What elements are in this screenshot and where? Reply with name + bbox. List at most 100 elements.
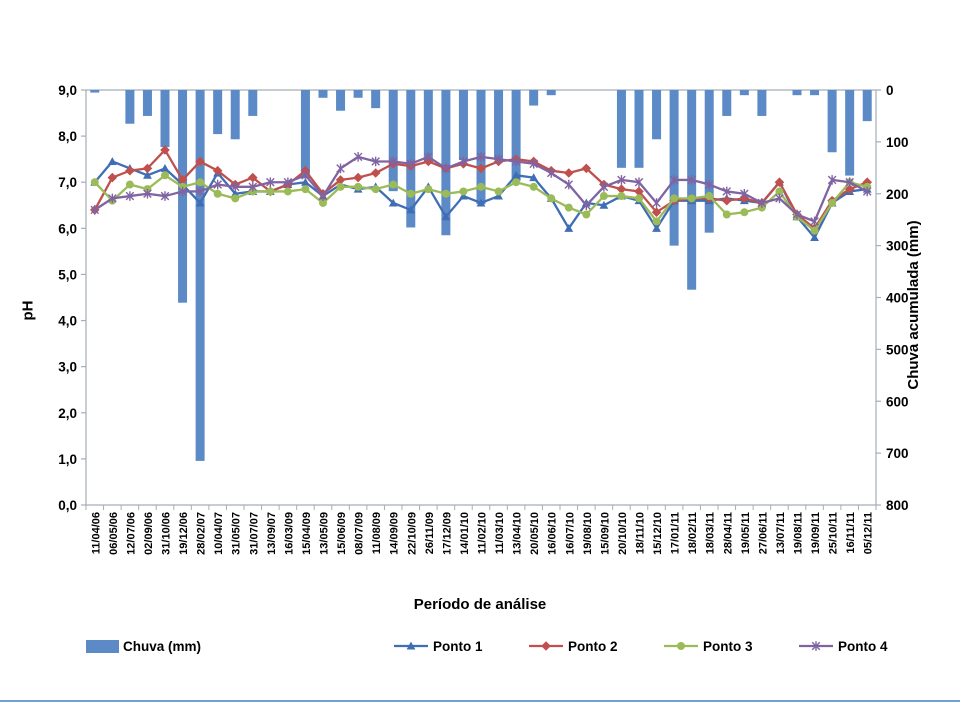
legend-label-ponto-4: Ponto 4 bbox=[838, 638, 888, 654]
svg-text:11/08/09: 11/08/09 bbox=[371, 512, 383, 554]
svg-text:10/04/07: 10/04/07 bbox=[213, 512, 225, 555]
bar-chuva bbox=[494, 90, 504, 161]
bar-chuva bbox=[546, 90, 556, 96]
svg-text:16/11/11: 16/11/11 bbox=[845, 512, 857, 554]
legend-label-ponto-3: Ponto 3 bbox=[703, 638, 753, 654]
bar-chuva bbox=[142, 90, 152, 116]
bar-chuva bbox=[845, 90, 855, 176]
legend-marker-circle-icon bbox=[664, 642, 698, 650]
svg-text:20/10/10: 20/10/10 bbox=[617, 512, 629, 555]
svg-text:15/04/09: 15/04/09 bbox=[301, 512, 313, 555]
svg-text:14/09/09: 14/09/09 bbox=[389, 512, 401, 555]
bar-chuva bbox=[757, 90, 767, 116]
legend-marker-triangle-icon bbox=[394, 641, 428, 650]
svg-text:11/03/10: 11/03/10 bbox=[494, 512, 506, 554]
svg-text:4,0: 4,0 bbox=[58, 314, 77, 329]
svg-text:16/07/10: 16/07/10 bbox=[564, 512, 576, 555]
svg-text:16/03/09: 16/03/09 bbox=[283, 512, 295, 555]
y-left-tick-labels: 0,0 1,0 2,0 3,0 4,0 5,0 6,0 7,0 8,0 9,0 bbox=[58, 83, 86, 513]
bar-chuva bbox=[300, 90, 310, 179]
bar-chuva bbox=[810, 90, 820, 96]
bar-chuva bbox=[90, 90, 100, 93]
bar-chuva bbox=[529, 90, 539, 106]
legend-item-ponto-3: Ponto 3 bbox=[663, 636, 753, 656]
chart-legend: Chuva (mm) Ponto 1 Ponto 2 Ponto 3 Ponto… bbox=[0, 636, 960, 660]
svg-text:02/09/06: 02/09/06 bbox=[143, 512, 155, 555]
x-axis-ticks bbox=[85, 505, 877, 510]
bar-chuva bbox=[476, 90, 486, 205]
svg-text:22/10/09: 22/10/09 bbox=[406, 512, 418, 555]
bar-chuva bbox=[248, 90, 258, 116]
svg-text:500: 500 bbox=[886, 342, 909, 357]
svg-text:700: 700 bbox=[886, 446, 909, 461]
svg-text:5,0: 5,0 bbox=[58, 267, 77, 282]
svg-text:14/01/10: 14/01/10 bbox=[459, 512, 471, 555]
legend-marker-asterisk-icon bbox=[799, 641, 833, 651]
ph-rain-combo-chart: 0,0 1,0 2,0 3,0 4,0 5,0 6,0 7,0 8,0 9,0 0 100 200 300… bbox=[58, 83, 909, 555]
svg-text:26/11/09: 26/11/09 bbox=[424, 512, 436, 554]
svg-text:28/02/07: 28/02/07 bbox=[196, 512, 208, 555]
legend-swatch-bar bbox=[86, 639, 119, 653]
svg-text:18/03/11: 18/03/11 bbox=[705, 512, 717, 554]
x-axis-title: Período de análise bbox=[413, 596, 547, 613]
bar-chuva bbox=[125, 90, 135, 124]
bar-chuva bbox=[687, 90, 697, 290]
x-axis-date-labels: 11/04/06 06/05/06 12/07/06 02/09/06 31/10/06… bbox=[90, 512, 874, 555]
svg-text:08/07/09: 08/07/09 bbox=[354, 512, 366, 555]
svg-text:12/07/06: 12/07/06 bbox=[125, 512, 137, 555]
bar-chuva bbox=[371, 90, 381, 109]
svg-text:11/04/06: 11/04/06 bbox=[90, 512, 102, 554]
svg-text:9,0: 9,0 bbox=[58, 83, 77, 98]
svg-text:13/09/07: 13/09/07 bbox=[266, 512, 278, 555]
right-axis-title-wrap: Chuva acumulada (mm) bbox=[905, 190, 945, 420]
svg-text:11/02/10: 11/02/10 bbox=[477, 512, 489, 554]
y-right-tick-labels: 0 100 200 300 400 500 600 700 800 bbox=[876, 83, 909, 513]
svg-text:19/09/11: 19/09/11 bbox=[810, 512, 822, 554]
svg-text:17/01/11: 17/01/11 bbox=[670, 512, 682, 554]
svg-text:20/05/10: 20/05/10 bbox=[529, 512, 541, 555]
svg-text:0,0: 0,0 bbox=[58, 498, 77, 513]
svg-text:25/10/11: 25/10/11 bbox=[828, 512, 840, 554]
svg-text:05/12/11: 05/12/11 bbox=[863, 512, 875, 554]
bar-chuva bbox=[423, 90, 433, 163]
svg-text:1,0: 1,0 bbox=[58, 452, 77, 467]
svg-text:15/12/10: 15/12/10 bbox=[652, 512, 664, 555]
svg-text:31/05/07: 31/05/07 bbox=[231, 512, 243, 555]
svg-text:200: 200 bbox=[886, 187, 909, 202]
svg-text:19/08/11: 19/08/11 bbox=[793, 512, 805, 554]
svg-text:300: 300 bbox=[886, 239, 909, 254]
svg-text:100: 100 bbox=[886, 135, 909, 150]
svg-text:18/02/11: 18/02/11 bbox=[687, 512, 699, 554]
legend-label-ponto-2: Ponto 2 bbox=[568, 638, 618, 654]
bar-chuva bbox=[388, 90, 398, 192]
bar-chuva bbox=[406, 90, 416, 228]
legend-marker-diamond-icon bbox=[529, 641, 563, 651]
svg-text:6,0: 6,0 bbox=[58, 221, 77, 236]
bar-chuva bbox=[178, 90, 188, 303]
svg-text:2,0: 2,0 bbox=[58, 406, 77, 421]
svg-text:19/05/11: 19/05/11 bbox=[740, 512, 752, 554]
svg-text:8,0: 8,0 bbox=[58, 129, 77, 144]
bar-chuva bbox=[353, 90, 363, 98]
bar-chuva bbox=[511, 90, 521, 181]
bar-chuva bbox=[616, 90, 626, 168]
bar-chuva bbox=[160, 90, 170, 148]
svg-text:19/08/10: 19/08/10 bbox=[582, 512, 594, 555]
svg-text:16/06/10: 16/06/10 bbox=[547, 512, 559, 555]
bar-chuva bbox=[458, 90, 468, 161]
svg-text:0: 0 bbox=[886, 83, 894, 98]
svg-text:15/06/09: 15/06/09 bbox=[336, 512, 348, 555]
svg-text:28/04/11: 28/04/11 bbox=[722, 512, 734, 554]
svg-text:27/06/11: 27/06/11 bbox=[757, 512, 769, 554]
bars-chuva bbox=[90, 90, 872, 461]
svg-text:17/12/09: 17/12/09 bbox=[441, 512, 453, 555]
svg-text:13/07/11: 13/07/11 bbox=[775, 512, 787, 554]
legend-label-chuva: Chuva (mm) bbox=[123, 638, 202, 654]
bar-chuva bbox=[230, 90, 240, 140]
svg-text:3,0: 3,0 bbox=[58, 360, 77, 375]
svg-text:19/12/06: 19/12/06 bbox=[178, 512, 190, 555]
bar-chuva bbox=[213, 90, 223, 135]
bar-chuva bbox=[704, 90, 714, 233]
svg-text:600: 600 bbox=[886, 394, 909, 409]
